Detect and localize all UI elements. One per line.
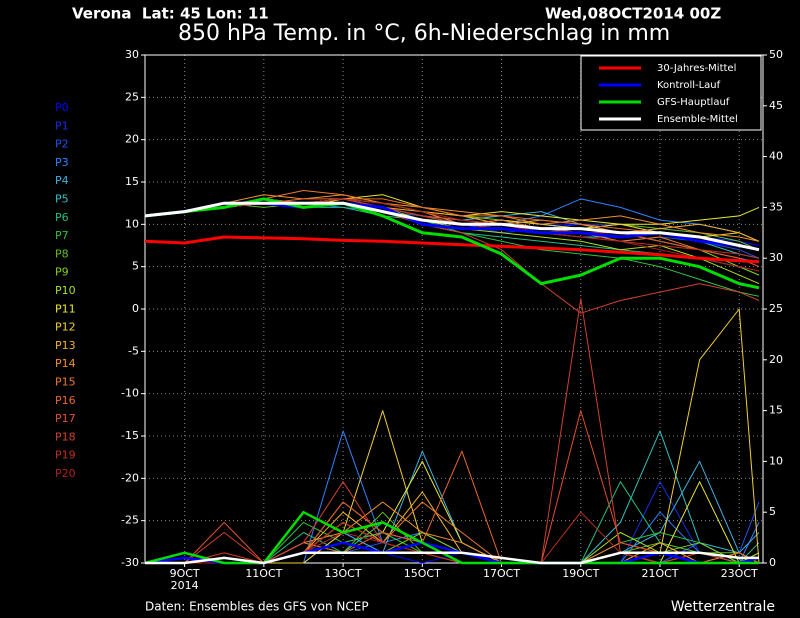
- member-label: P1: [55, 119, 69, 132]
- y-tick-label: -20: [121, 471, 139, 484]
- legend-label: Kontroll-Lauf: [657, 80, 721, 91]
- y-tick-label: -30: [121, 556, 139, 569]
- member-label: P8: [55, 247, 69, 260]
- y2-tick-label: 0: [769, 556, 776, 569]
- member-label: P20: [55, 467, 76, 480]
- legend-label: Ensemble-Mittel: [657, 114, 738, 125]
- y2-tick-label: 25: [769, 302, 783, 315]
- y-tick-label: 0: [132, 302, 139, 315]
- credit: Wetterzentrale: [671, 599, 775, 615]
- y-tick-label: 20: [125, 133, 139, 146]
- member-label: P10: [55, 284, 76, 297]
- member-label: P11: [55, 302, 76, 315]
- x-tick-label: 11OCT: [245, 567, 282, 580]
- x-tick-label: 19OCT: [562, 567, 599, 580]
- member-label: P2: [55, 138, 69, 151]
- member-label: P16: [55, 394, 76, 407]
- x-tick-label: 23OCT: [721, 567, 758, 580]
- member-label: P17: [55, 412, 76, 425]
- legend-label: GFS-Hauptlauf: [657, 97, 730, 108]
- y-tick-label: -10: [121, 387, 139, 400]
- x-tick-label: 21OCT: [641, 567, 678, 580]
- y2-tick-label: 40: [769, 150, 783, 163]
- member-label: P4: [55, 174, 69, 187]
- y2-tick-label: 50: [769, 48, 783, 61]
- member-label: P19: [55, 449, 76, 462]
- y-tick-label: -25: [121, 514, 139, 527]
- y2-tick-label: 45: [769, 99, 783, 112]
- member-label: P0: [55, 101, 69, 114]
- y-tick-label: 25: [125, 90, 139, 103]
- y-tick-label: 15: [125, 175, 139, 188]
- member-label: P15: [55, 376, 76, 389]
- source: Daten: Ensembles des GFS von NCEP: [145, 600, 369, 614]
- y2-tick-label: 5: [769, 505, 776, 518]
- x-tick-label: 17OCT: [483, 567, 520, 580]
- main-precip-line: [144, 510, 759, 565]
- main-temp-line: [144, 201, 760, 252]
- y-tick-label: -5: [128, 344, 139, 357]
- member-temp-line: [144, 194, 760, 242]
- y2-tick-label: 10: [769, 454, 783, 467]
- member-label: P6: [55, 211, 69, 224]
- y-tick-label: -15: [121, 429, 139, 442]
- y2-tick-label: 15: [769, 404, 783, 417]
- main-temp-line: [144, 235, 760, 264]
- x-tick-label: 13OCT: [325, 567, 362, 580]
- member-label: P18: [55, 430, 76, 443]
- legend-label: 30-Jahres-Mittel: [657, 63, 736, 74]
- y-tick-label: 5: [132, 260, 139, 273]
- y-tick-label: 10: [125, 217, 139, 230]
- y2-tick-label: 30: [769, 251, 783, 264]
- member-label: P3: [55, 156, 69, 169]
- member-label: P9: [55, 266, 69, 279]
- member-label: P12: [55, 321, 76, 334]
- x-tick-label: 9OCT: [170, 567, 200, 580]
- plot-frame: [144, 54, 764, 564]
- y-tick-label: 30: [125, 48, 139, 61]
- member-label: P14: [55, 357, 76, 370]
- x-tick-label: 15OCT: [404, 567, 441, 580]
- location: Verona Lat: 45 Lon: 11: [72, 5, 269, 23]
- x-year-label: 2014: [171, 579, 199, 592]
- date: Wed,08OCT2014 00Z: [545, 5, 721, 23]
- member-label: P5: [55, 193, 69, 206]
- member-label: P7: [55, 229, 69, 242]
- chart-title: 850 hPa Temp. in °C, 6h-Niederschlag in …: [178, 21, 670, 46]
- main-precip-line: [145, 551, 759, 565]
- y2-tick-label: 20: [769, 353, 783, 366]
- y2-tick-label: 35: [769, 200, 783, 213]
- member-label: P13: [55, 339, 76, 352]
